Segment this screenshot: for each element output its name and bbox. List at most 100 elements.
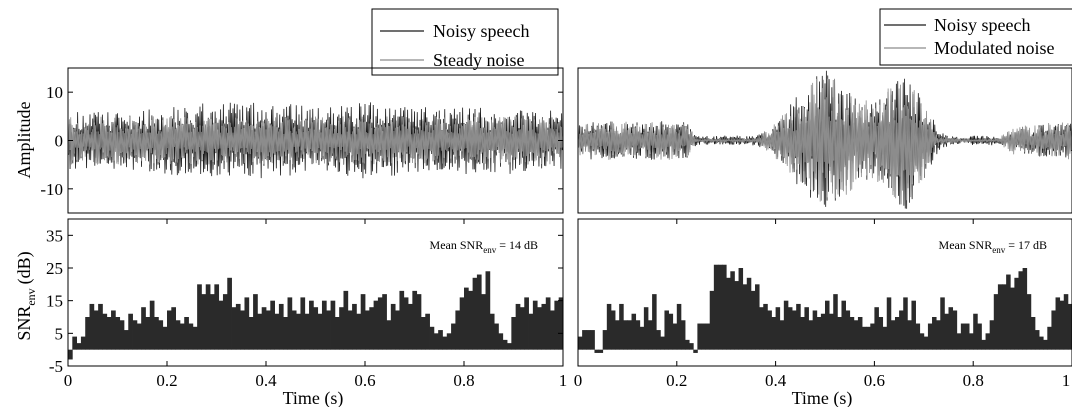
snr-bar xyxy=(119,320,125,350)
snr-bar xyxy=(558,297,563,350)
snr-bar xyxy=(218,300,224,350)
snr-bar xyxy=(693,349,698,353)
snr-bar xyxy=(334,317,340,350)
snr-bar xyxy=(369,307,374,350)
snr-bar xyxy=(1047,326,1052,350)
snr-bar xyxy=(1039,336,1044,350)
snr-bar xyxy=(446,333,452,350)
snr-bar xyxy=(136,323,142,350)
snr-bar xyxy=(365,310,370,350)
axes-frame xyxy=(577,218,1072,367)
snr-bar xyxy=(796,303,801,350)
snr-bar xyxy=(154,317,159,350)
snr-bar xyxy=(550,310,555,350)
snr-bar xyxy=(485,271,491,350)
snr-bar xyxy=(969,333,974,350)
snr-bar xyxy=(253,294,258,350)
snr-bar xyxy=(812,310,818,350)
snr-bar xyxy=(779,320,785,350)
snr-bar xyxy=(128,313,133,350)
snr-bar xyxy=(680,320,686,350)
snr-bar xyxy=(1034,330,1040,350)
y-axis-label-snr-sub: env xyxy=(24,288,38,305)
snr-bar xyxy=(578,336,583,350)
snr-bar xyxy=(619,303,624,350)
snr-bar xyxy=(820,313,826,350)
snr-bar xyxy=(296,313,301,350)
snr-bar xyxy=(919,333,925,350)
snr-bar xyxy=(685,339,690,350)
snr-bar xyxy=(515,303,521,350)
snr-bar xyxy=(102,313,108,350)
snr-bar xyxy=(382,294,387,350)
x-tick-label: 0.6 xyxy=(864,371,885,390)
x-tick-label: 0 xyxy=(64,371,73,390)
x-tick-label: 0.4 xyxy=(765,371,787,390)
snr-bar xyxy=(1018,271,1023,350)
snr-bar xyxy=(326,310,331,350)
snr-bar xyxy=(433,333,439,350)
snr-bar xyxy=(429,326,435,350)
snr-bar xyxy=(356,313,362,350)
x-tick-label: 0.4 xyxy=(255,371,277,390)
snr-bar xyxy=(874,307,879,350)
snr-bar xyxy=(395,310,400,350)
snr-bar xyxy=(141,307,146,350)
snr-bar xyxy=(330,300,336,350)
x-axis-label-left: Time (s) xyxy=(283,388,344,407)
snr-bar xyxy=(162,326,168,350)
snr-bar xyxy=(175,320,181,350)
snr-bar xyxy=(300,297,306,350)
x-tick-label: 0.8 xyxy=(453,371,474,390)
panel-right-bottom-snr-bars: Mean SNRenv = 17 dB 0 0.2 0.4 0.6 0.8 1 xyxy=(574,218,1072,390)
snr-bar xyxy=(115,317,121,350)
snr-bar xyxy=(890,320,896,350)
snr-bar xyxy=(343,290,349,350)
snr-bar xyxy=(886,297,892,350)
snr-bar xyxy=(360,294,366,350)
plot-area xyxy=(578,264,1072,353)
snr-bar xyxy=(759,307,764,350)
snr-bar xyxy=(977,323,982,350)
snr-bar xyxy=(1030,317,1036,350)
snr-bar xyxy=(545,297,551,350)
snr-bar xyxy=(227,277,232,350)
mean-snr-sub: env xyxy=(483,245,496,255)
snr-bar xyxy=(507,343,512,350)
snr-bar xyxy=(940,297,945,350)
snr-bar xyxy=(960,323,966,350)
snr-bar xyxy=(602,330,608,350)
snr-bar xyxy=(927,323,933,350)
snr-bar xyxy=(541,303,547,350)
snr-bar xyxy=(849,317,855,350)
snr-bar xyxy=(201,294,207,350)
snr-bar xyxy=(197,284,202,350)
snr-bar xyxy=(76,343,82,350)
snr-bar xyxy=(98,303,103,350)
snr-bar xyxy=(386,320,392,350)
snr-bar xyxy=(915,323,921,350)
snr-bar xyxy=(210,294,215,350)
mean-snr-annotation: Mean SNRenv = 17 dB xyxy=(939,238,1047,255)
legend-label-steady-noise: Steady noise xyxy=(433,50,525,70)
snr-bar xyxy=(717,264,723,350)
snr-bar xyxy=(639,326,645,350)
legend-label-noisy-speech: Noisy speech xyxy=(433,21,529,41)
panel-left-bottom-snr-bars: Mean SNRenv = 14 dB -5 5 15 25 35 0 0.2 0.4 0.6 0.… xyxy=(46,218,567,390)
snr-bar xyxy=(167,310,172,350)
snr-bar xyxy=(554,300,560,350)
snr-bar xyxy=(627,320,632,350)
snr-bar xyxy=(923,336,929,350)
snr-bar xyxy=(244,297,250,350)
x-tick-label: 0.2 xyxy=(156,371,177,390)
series-line-steady-noise xyxy=(68,116,563,165)
snr-bar xyxy=(455,310,461,350)
snr-bar xyxy=(464,287,469,350)
snr-bar xyxy=(472,277,478,350)
snr-bar xyxy=(660,336,665,350)
snr-bar xyxy=(266,310,271,350)
y-tick-label: -5 xyxy=(49,357,63,376)
snr-bar xyxy=(1002,284,1007,350)
snr-bar xyxy=(498,333,504,350)
snr-bar xyxy=(291,310,297,350)
